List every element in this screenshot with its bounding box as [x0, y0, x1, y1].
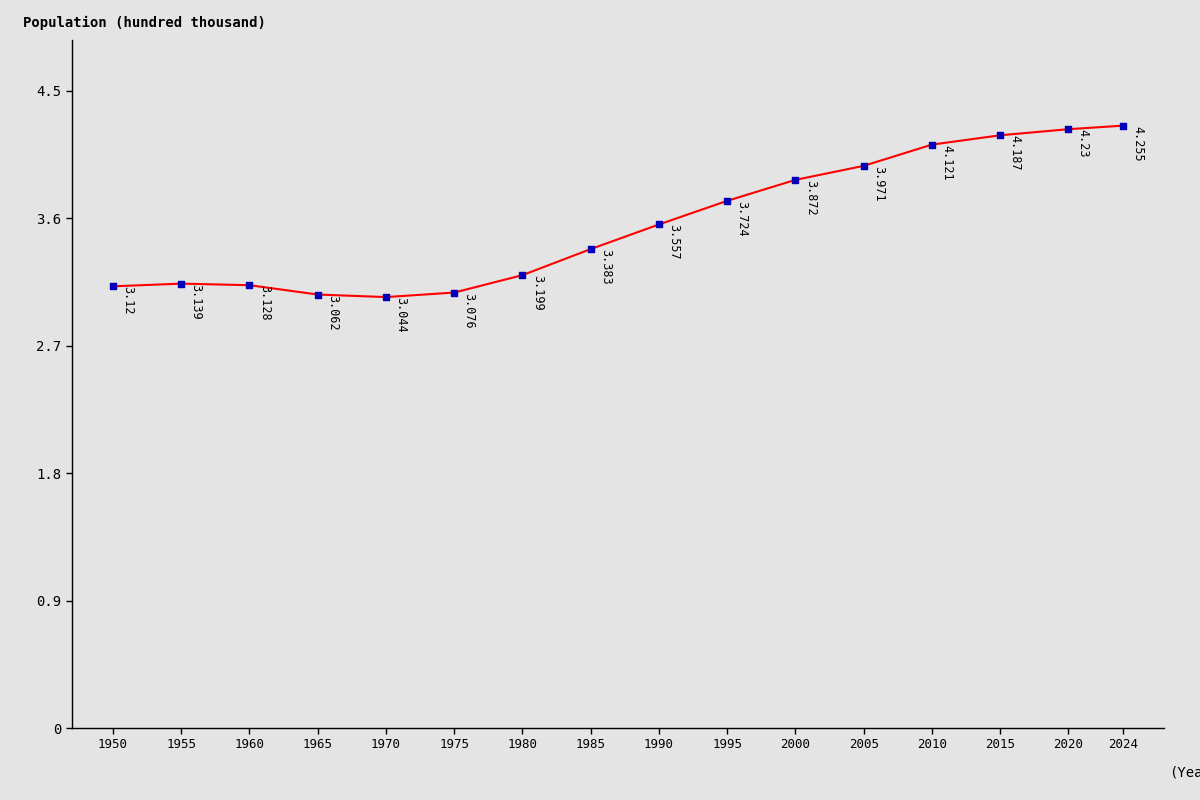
Point	[172, 278, 191, 290]
Text: 3.557: 3.557	[667, 225, 680, 260]
Point	[512, 269, 532, 282]
Text: 4.121: 4.121	[941, 145, 953, 180]
Text: 3.872: 3.872	[804, 180, 817, 215]
Point	[308, 288, 328, 301]
Text: 4.23: 4.23	[1076, 129, 1090, 158]
Text: Population (hundred thousand): Population (hundred thousand)	[23, 15, 265, 30]
Point	[1114, 119, 1133, 132]
Text: 4.255: 4.255	[1132, 126, 1145, 162]
Text: 3.139: 3.139	[190, 284, 203, 319]
Text: 3.12: 3.12	[121, 286, 134, 315]
Point	[649, 218, 668, 231]
Text: 4.187: 4.187	[1008, 135, 1021, 171]
Point	[718, 194, 737, 207]
Text: 3.044: 3.044	[395, 297, 407, 333]
Point	[103, 280, 122, 293]
Text: 3.724: 3.724	[736, 201, 749, 237]
Point	[854, 159, 874, 172]
Text: 3.971: 3.971	[872, 166, 886, 202]
Text: (Year): (Year)	[1170, 766, 1200, 780]
Text: 3.128: 3.128	[258, 285, 271, 321]
Point	[240, 278, 259, 291]
Text: 3.076: 3.076	[462, 293, 475, 328]
Point	[990, 129, 1009, 142]
Point	[581, 242, 600, 255]
Text: 3.383: 3.383	[599, 249, 612, 285]
Point	[377, 290, 396, 303]
Point	[444, 286, 463, 299]
Point	[786, 174, 805, 186]
Point	[923, 138, 942, 151]
Text: 3.199: 3.199	[530, 275, 544, 310]
Point	[1058, 122, 1078, 135]
Text: 3.062: 3.062	[326, 294, 340, 330]
